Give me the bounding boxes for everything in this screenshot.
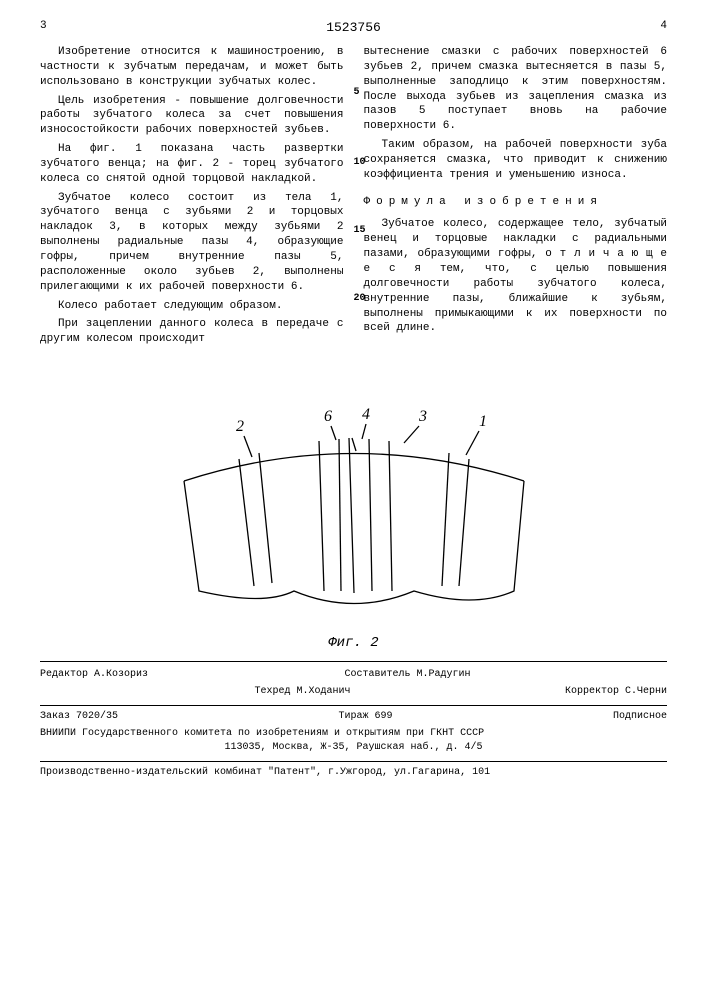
tirazh-cell: Тираж 699	[338, 710, 392, 724]
figure-caption: Фиг. 2	[144, 635, 564, 651]
compiler-name: М.Радугин	[417, 669, 471, 680]
corrector-name: С.Черни	[625, 686, 667, 697]
org-line: ВНИИПИ Государственного комитета по изоб…	[40, 727, 667, 741]
fig-label-6: 6	[324, 408, 332, 425]
fig-label-2: 2	[236, 418, 244, 435]
right-p3: Зубчатое колесо, содержащее тело, зубчат…	[364, 217, 668, 336]
left-p2: Цель изобретения - повышение дол­говечно…	[40, 94, 344, 139]
left-p4: Зубчатое колесо состоит из тела 1, зубча…	[40, 191, 344, 295]
right-page-num: 4	[637, 20, 667, 35]
line-mark-5: 5	[354, 87, 360, 98]
compiler-cell: Составитель М.Радугин	[345, 668, 471, 682]
patent-page: 3 1523756 4 5 10 15 20 Изобретение относ…	[0, 0, 707, 1000]
line-mark-15: 15	[354, 225, 366, 236]
right-p2: Таким образом, на рабочей поверх­ности з…	[364, 138, 668, 183]
fig-label-1: 1	[479, 413, 487, 430]
right-column: вытеснение смазки с рабочих поверх­носте…	[364, 45, 668, 351]
order-label: Заказ	[40, 711, 70, 722]
footer-block: Редактор А.Козориз Составитель М.Радугин…	[40, 661, 667, 780]
left-p5: Колесо работает следующим образом.	[40, 299, 344, 314]
corrector-cell: Корректор С.Черни	[565, 685, 667, 699]
techred-cell: Техред М.Ходанич	[254, 685, 350, 699]
figure-2: 2 6 4 3 1 Фиг. 2	[144, 391, 564, 631]
editor-label: Редактор	[40, 669, 88, 680]
tirazh-num: 699	[375, 711, 393, 722]
line-mark-20: 20	[354, 293, 366, 304]
left-p1: Изобретение относится к машино­строению,…	[40, 45, 344, 90]
fig-label-4: 4	[362, 406, 370, 423]
publisher-line: Производственно-издательский комбинат "П…	[40, 766, 667, 780]
left-p3: На фиг. 1 показана часть разверт­ки зубч…	[40, 142, 344, 187]
techred-name: М.Ходанич	[296, 686, 350, 697]
page-header: 3 1523756 4	[40, 20, 667, 35]
right-p1: вытеснение смазки с рабочих поверх­носте…	[364, 45, 668, 134]
left-page-num: 3	[40, 20, 70, 35]
order-cell: Заказ 7020/35	[40, 710, 118, 724]
figure-svg: 2 6 4 3 1	[144, 391, 564, 631]
patent-number: 1523756	[70, 20, 637, 35]
address-line: 113035, Москва, Ж-35, Раушская наб., д. …	[40, 741, 667, 755]
order-num: 7020/35	[76, 711, 118, 722]
fig-label-3: 3	[418, 408, 427, 425]
editor-name: А.Козориз	[94, 669, 148, 680]
compiler-label: Составитель	[345, 669, 411, 680]
techred-label: Техред	[254, 686, 290, 697]
tirazh-label: Тираж	[338, 711, 368, 722]
formula-title: Формула изобретения	[364, 195, 668, 210]
left-column: Изобретение относится к машино­строению,…	[40, 45, 344, 351]
left-p6: При зацеплении данного колеса в передаче…	[40, 317, 344, 347]
editor-cell: Редактор А.Козориз	[40, 668, 148, 682]
line-mark-10: 10	[354, 157, 366, 168]
subscription: Подписное	[613, 710, 667, 724]
text-columns: 5 10 15 20 Изобретение относится к машин…	[40, 45, 667, 351]
corrector-label: Корректор	[565, 686, 619, 697]
